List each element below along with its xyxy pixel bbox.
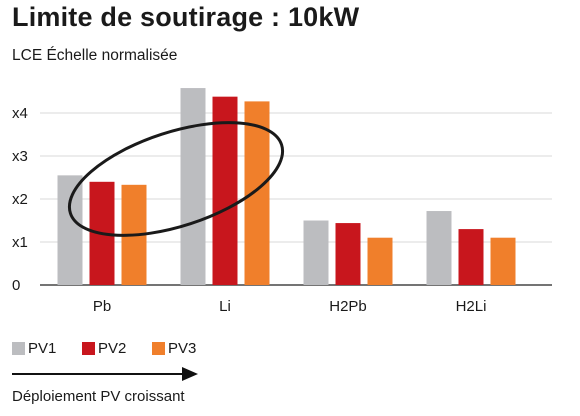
y-tick-label: 0 <box>12 277 20 294</box>
bar-pv1-pb <box>57 175 83 285</box>
y-axis-label: LCE Échelle normalisée <box>12 47 178 64</box>
bar-pv1-h2pb <box>303 220 329 285</box>
x-tick-label: Pb <box>93 298 111 315</box>
bar-pv2-h2li <box>458 229 484 285</box>
x-tick-label: H2Li <box>456 298 487 315</box>
bar-pv3-h2pb <box>367 237 393 285</box>
arrow-right-icon <box>12 367 198 381</box>
bar-pv1-li <box>180 88 206 285</box>
bar-pv3-h2li <box>490 237 516 285</box>
footnote: Déploiement PV croissant <box>12 388 185 405</box>
legend-label-pv3: PV3 <box>168 340 197 357</box>
legend-swatch-pv3 <box>152 342 165 355</box>
bar-pv3-li <box>244 101 270 285</box>
bar-pv2-li <box>212 96 238 285</box>
x-tick-label: H2Pb <box>329 298 367 315</box>
bar-pv1-h2li <box>426 211 452 285</box>
y-tick-label: x3 <box>12 148 28 165</box>
legend-label-pv1: PV1 <box>28 340 57 357</box>
legend-label-pv2: PV2 <box>98 340 127 357</box>
y-tick-label: x2 <box>12 191 28 208</box>
y-tick-label: x4 <box>12 105 28 122</box>
legend-swatch-pv1 <box>12 342 25 355</box>
chart-title: Limite de soutirage : 10kW <box>12 2 360 32</box>
bar-chart: 0 x1 x2 x3 x4 Pb Li H2Pb H2Li <box>12 88 552 315</box>
y-tick-label: x1 <box>12 234 28 251</box>
bar-pv2-h2pb <box>335 223 361 285</box>
legend-swatch-pv2 <box>82 342 95 355</box>
annotation-ellipse <box>67 121 285 237</box>
x-tick-label: Li <box>219 298 231 315</box>
